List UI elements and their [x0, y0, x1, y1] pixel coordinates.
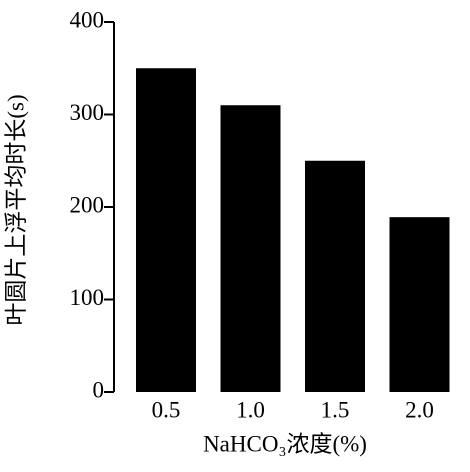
y-axis-label: 叶圆片上浮平均时长(s) — [3, 94, 28, 325]
x-tick-label: 1.0 — [236, 397, 265, 422]
y-tick-label: 0 — [93, 377, 105, 402]
y-tick-label: 400 — [70, 7, 105, 32]
x-axis-label: NaHCO₃浓度(%) — [203, 431, 367, 456]
x-tick-label: 0.5 — [152, 397, 181, 422]
x-tick-label: 1.5 — [321, 397, 350, 422]
bar — [389, 217, 450, 392]
bar — [305, 160, 365, 392]
y-tick-label: 300 — [70, 100, 105, 125]
x-tick-label: 2.0 — [405, 397, 434, 422]
bar — [136, 68, 196, 392]
y-tick-label: 100 — [70, 285, 105, 310]
bar — [220, 105, 281, 392]
y-tick-label: 200 — [70, 192, 105, 217]
